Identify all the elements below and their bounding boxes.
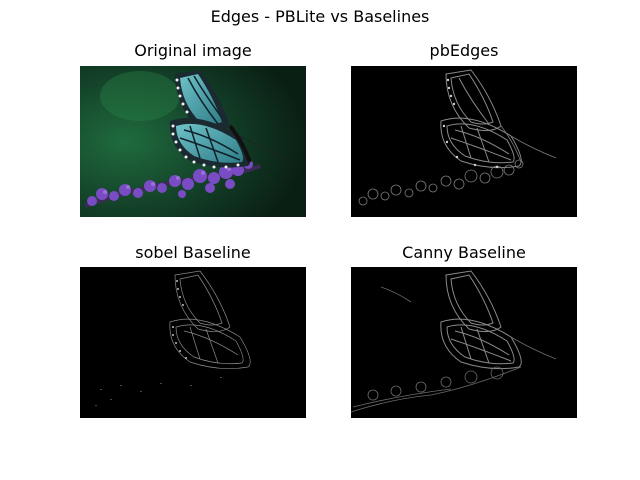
panel-title-sobel-baseline: sobel Baseline [135,243,251,262]
original-image-panel [80,66,306,217]
panel-title-original-image: Original image [134,41,252,60]
pbedges-edge-map [351,66,577,217]
original-image [80,66,306,217]
panel-title-canny-baseline: Canny Baseline [402,243,526,262]
canny-baseline-panel [351,267,577,418]
figure-title: Edges - PBLite vs Baselines [210,7,430,26]
sobel-baseline-panel [80,267,306,418]
canny-edge-map [351,267,577,418]
sobel-edge-map [80,267,306,418]
pbedges-panel [351,66,577,217]
panel-title-pbedges: pbEdges [429,41,499,60]
